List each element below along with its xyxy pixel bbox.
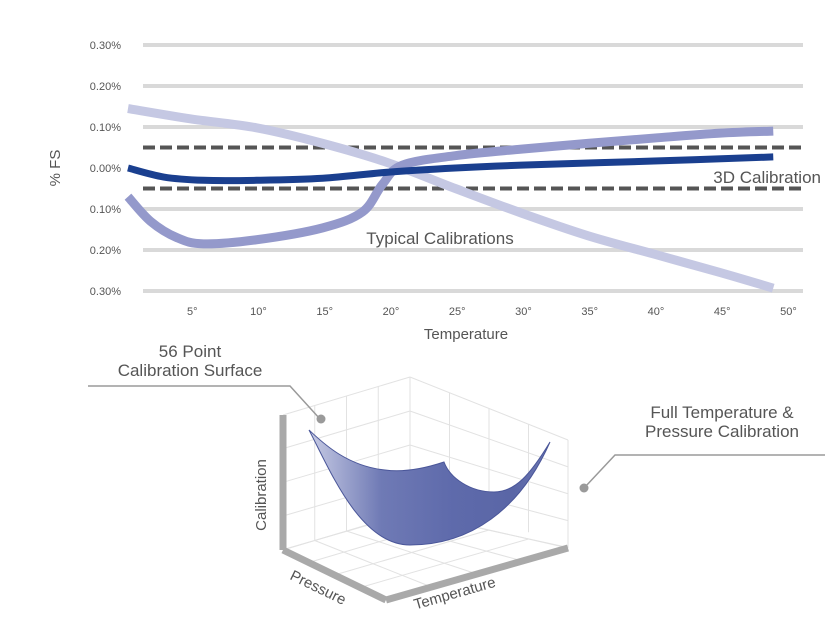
surface-calibration-label: Calibration (253, 459, 270, 531)
callout-full-dot (579, 483, 589, 493)
annotation-3d-calibration: 3D Calibration (713, 168, 821, 187)
x-tick-label: 25° (449, 306, 466, 318)
y-tick-label: 0.30% (90, 40, 121, 52)
x-tick-label: 35° (581, 306, 598, 318)
x-tick-label: 50° (780, 306, 797, 318)
y-tick-label: 0.10% (90, 204, 121, 216)
series-line-typical-calibration-a (127, 104, 775, 293)
x-tick-label: 5° (187, 306, 198, 318)
pressure-axis-bar (281, 546, 388, 604)
callout-surface-line2: Calibration Surface (118, 361, 263, 380)
x-tick-label: 10° (250, 306, 267, 318)
calibration-surface (308, 429, 551, 546)
callout-surface-leader (88, 385, 321, 420)
y-tick-label: 0.10% (90, 122, 121, 134)
annotation-typical-calibrations: Typical Calibrations (366, 229, 513, 248)
surface-gridline (360, 538, 529, 588)
callout-surface-dot (316, 414, 326, 424)
surface-gridline (346, 530, 478, 575)
series-lines (124, 104, 775, 293)
x-tick-label: 45° (714, 306, 731, 318)
y-tick-labels: 0.30% 0.20% 0.10% 0.00% 0.10% 0.20% 0.30% (90, 40, 121, 298)
series-line-3d-calibration (127, 153, 774, 185)
y-tick-label: 0.30% (90, 286, 121, 298)
x-tick-label: 40° (648, 306, 665, 318)
tolerance-band (143, 145, 803, 191)
y-tick-label: 0.20% (90, 245, 121, 257)
callout-full-line2: Pressure Calibration (645, 422, 799, 441)
x-tick-label: 30° (515, 306, 532, 318)
x-tick-label: 15° (316, 306, 333, 318)
x-axis-label: Temperature (424, 326, 508, 343)
surface-illustration: Calibration Pressure Temperature 56 Poin… (88, 342, 825, 613)
y-tick-label: 0.20% (90, 81, 121, 93)
y-tick-label: 0.00% (90, 163, 121, 175)
x-tick-label: 20° (383, 306, 400, 318)
callout-full-leader (584, 454, 825, 488)
y-axis-label: % FS (47, 150, 64, 187)
callout-surface-line1: 56 Point (159, 342, 222, 361)
series-line-typical-calibration-b (124, 126, 774, 249)
x-tick-labels: 5° 10° 15° 20° 25° 30° 35° 40° 45° 50° (187, 306, 797, 318)
temperature-axis-bar (385, 544, 569, 604)
callout-full-line1: Full Temperature & (650, 403, 794, 422)
